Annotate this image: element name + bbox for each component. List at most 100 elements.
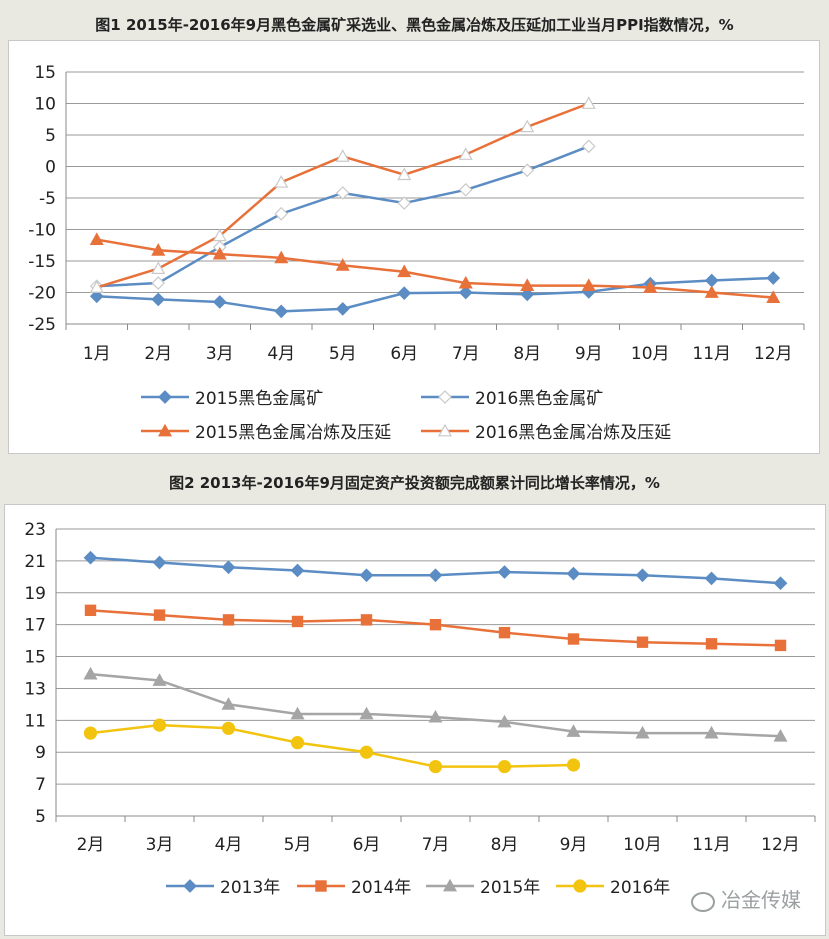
- y-tick-label: 11: [24, 711, 46, 731]
- series-2: [84, 604, 787, 652]
- data-point: [636, 636, 649, 648]
- series-1: [83, 550, 788, 591]
- legend-label: 2015黑色金属冶炼及压延: [195, 423, 391, 443]
- data-point: [153, 609, 166, 621]
- x-tick-label: 6月: [353, 835, 381, 855]
- legend-item: 2016黑色金属矿: [421, 389, 603, 409]
- y-tick-label: 9: [35, 743, 46, 763]
- data-point: [89, 232, 104, 245]
- y-tick-label: 5: [35, 807, 46, 827]
- legend-marker: [183, 879, 197, 893]
- figure-2: 图2 2013年-2016年9月固定资产投资额完成额累计同比增长率情况，% 23…: [0, 464, 829, 939]
- legend-item: 2016黑色金属冶炼及压延: [421, 423, 671, 443]
- x-tick-label: 4月: [215, 835, 243, 855]
- data-point: [212, 295, 227, 309]
- series-3: [83, 666, 788, 742]
- data-point: [705, 638, 718, 650]
- data-point: [274, 250, 289, 264]
- data-point: [635, 568, 650, 583]
- legend-marker: [158, 390, 172, 404]
- data-point: [428, 568, 443, 583]
- y-tick-label: 23: [24, 520, 46, 540]
- series-1: [89, 271, 781, 319]
- data-point: [212, 228, 227, 242]
- data-point: [83, 550, 98, 565]
- data-point: [498, 626, 511, 639]
- data-point: [581, 139, 596, 154]
- series-line: [90, 723, 574, 768]
- y-tick-label: 15: [24, 648, 46, 668]
- data-point: [766, 271, 781, 285]
- data-point: [773, 729, 788, 742]
- legend-label: 2014年: [351, 878, 411, 898]
- data-point: [581, 96, 596, 109]
- chart-svg: 15 10 5 0 -5 -10 -15 -20 -25 1月 2月 3月 4月 5月 6月 7月 8月 9月 10…: [28, 63, 805, 443]
- y-tick-label: 13: [24, 679, 46, 699]
- chart-title: 图1 2015年-2016年9月黑色金属矿采选业、黑色金属冶炼及压延加工业当月P…: [95, 16, 734, 34]
- legend-marker: [315, 880, 327, 892]
- data-point: [151, 243, 166, 256]
- x-tick-label: 12月: [761, 835, 800, 855]
- series-4: [83, 718, 581, 774]
- series-line: [96, 276, 774, 313]
- legend-label: 2015黑色金属矿: [195, 389, 323, 409]
- data-point: [152, 673, 167, 686]
- x-tick-label: 2月: [77, 835, 105, 855]
- series-line: [96, 238, 774, 299]
- legend-marker: [437, 423, 453, 437]
- series-4: [89, 96, 596, 293]
- data-point: [221, 697, 236, 710]
- chart-svg: 23 21 19 17 15 13 11 9 7 5 2月 3月 4月 5月 6月 7月 8月 9月 10月 11月 1…: [24, 520, 816, 898]
- legend-item: 2014年: [297, 878, 411, 898]
- data-point: [581, 278, 596, 291]
- series-3: [89, 232, 781, 303]
- wechat-icon: [691, 891, 715, 912]
- x-tick-label: 8月: [513, 344, 541, 364]
- chart-area: 15 10 5 0 -5 -10 -15 -20 -25 1月 2月 3月 4月 5月 6月 7月 8月 9月 10…: [8, 40, 820, 454]
- y-tick-label: 21: [24, 552, 46, 572]
- data-point: [429, 618, 442, 631]
- data-point: [704, 285, 719, 298]
- x-tick-label: 7月: [422, 835, 450, 855]
- data-point: [290, 706, 305, 720]
- watermark: 冶金传媒: [691, 884, 801, 913]
- data-point: [291, 615, 304, 628]
- data-point: [83, 666, 98, 680]
- data-point: [520, 287, 535, 302]
- data-point: [497, 714, 512, 728]
- data-point: [84, 604, 97, 617]
- data-point: [359, 568, 374, 583]
- data-point: [152, 718, 167, 732]
- x-tick-label: 9月: [575, 344, 603, 364]
- data-point: [497, 565, 512, 579]
- data-point: [221, 560, 236, 575]
- data-point: [274, 206, 289, 221]
- data-point: [151, 292, 166, 307]
- data-point: [428, 759, 443, 774]
- data-point: [397, 167, 412, 181]
- legend-label: 2016黑色金属矿: [475, 389, 603, 409]
- data-point: [290, 736, 305, 750]
- x-tick-label: 11月: [692, 344, 731, 364]
- data-point: [335, 149, 350, 162]
- data-point: [704, 273, 719, 288]
- data-point: [567, 633, 580, 645]
- y-tick-label: 19: [24, 584, 46, 604]
- data-point: [274, 175, 289, 188]
- data-point: [458, 147, 473, 160]
- data-point: [89, 289, 104, 304]
- y-tick-label: -25: [28, 315, 56, 335]
- data-point: [212, 246, 227, 260]
- y-tick-label: 0: [45, 158, 56, 178]
- data-point: [766, 290, 781, 303]
- data-point: [335, 186, 350, 200]
- legend-label: 2015年: [480, 878, 540, 898]
- y-tick-label: -5: [39, 189, 56, 209]
- data-point: [274, 304, 289, 319]
- y-tick-label: 15: [34, 63, 56, 83]
- x-tick-label: 3月: [146, 835, 174, 855]
- x-tick-label: 12月: [754, 344, 793, 364]
- x-tick-label: 10月: [631, 344, 670, 364]
- x-tick-label: 11月: [692, 835, 731, 855]
- data-point: [221, 721, 236, 735]
